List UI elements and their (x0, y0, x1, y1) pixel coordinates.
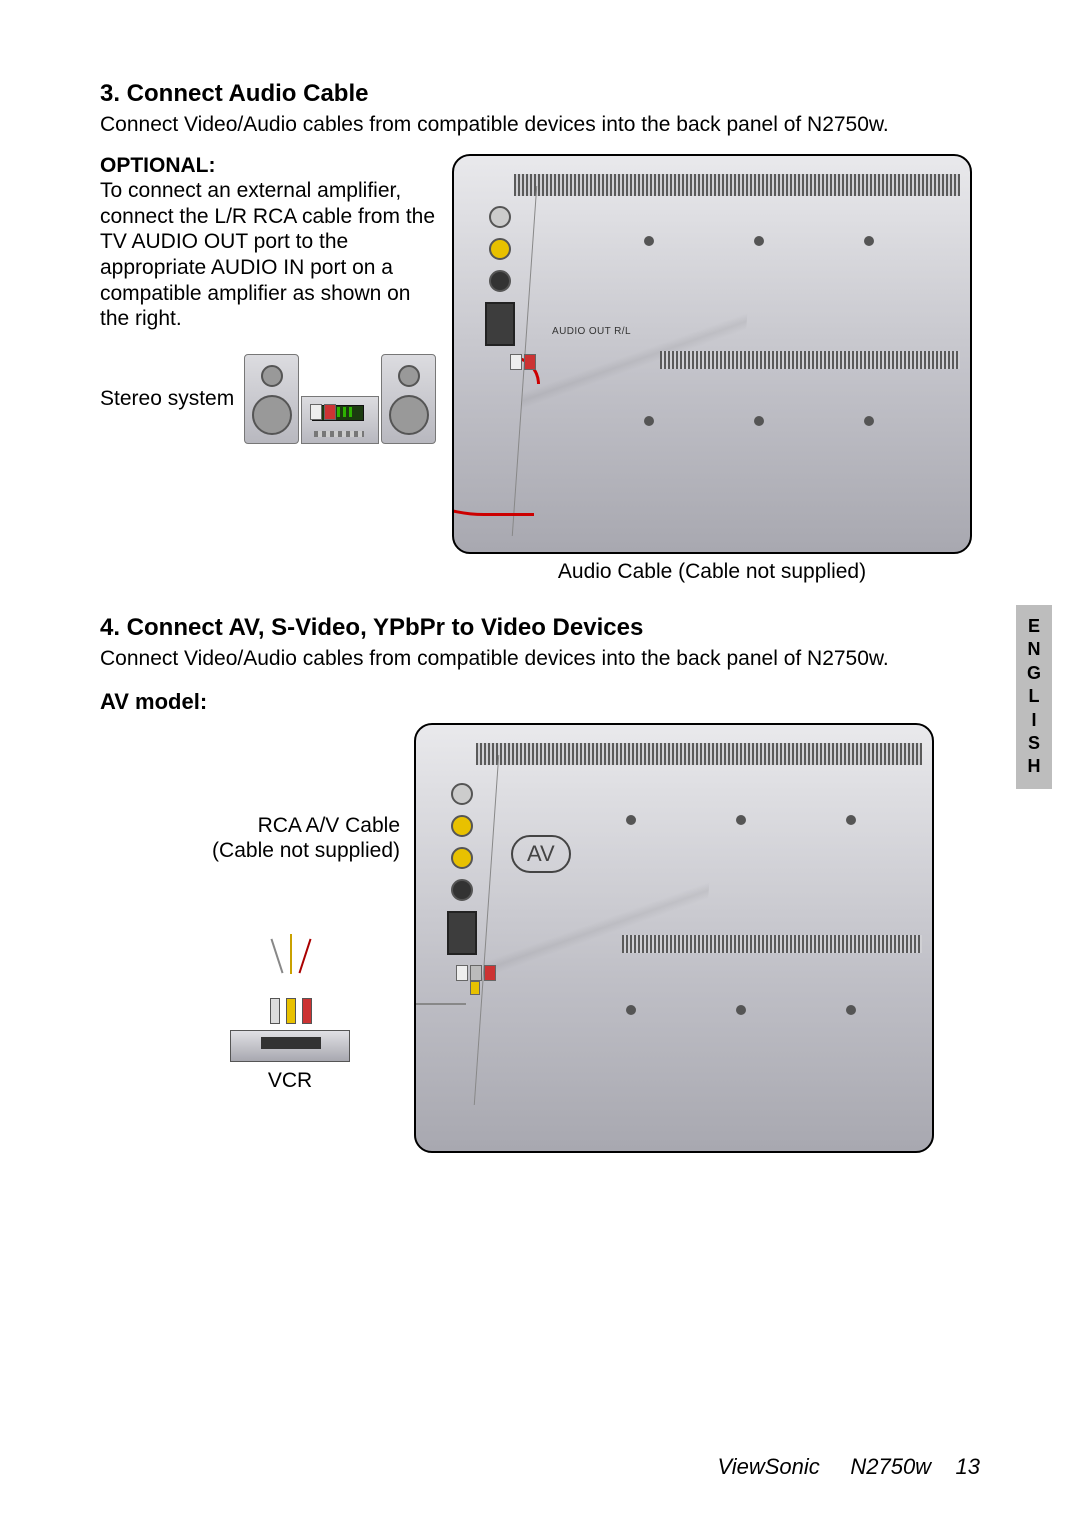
footer-model: N2750w (850, 1454, 931, 1479)
optional-desc: To connect an external amplifier, connec… (100, 178, 440, 332)
av-badge: AV (511, 835, 571, 873)
rca-cable-label-1: RCA A/V Cable (180, 813, 400, 839)
section-3: 3. Connect Audio Cable Connect Video/Aud… (100, 80, 990, 584)
rca-plug-white-to-amp-icon (310, 404, 320, 430)
tv-back-illustration-1: AUDIO OUT R/L Audio Cable (Cable not sup… (452, 154, 972, 584)
rca-fan-icon (230, 974, 350, 1024)
stereo-system-illustration (244, 354, 436, 444)
rca-plug-av-yellow-icon (470, 965, 480, 991)
audio-cable-caption: Audio Cable (Cable not supplied) (452, 560, 972, 584)
page-footer: ViewSonic N2750w 13 (717, 1454, 980, 1480)
section-3-body: Connect Video/Audio cables from compatib… (100, 112, 990, 138)
lang-letter: I (1016, 709, 1052, 732)
av-block: RCA A/V Cable (Cable not supplied) VCR (180, 723, 990, 1153)
section-4-body: Connect Video/Audio cables from compatib… (100, 646, 990, 672)
stereo-row: Stereo system (100, 354, 440, 444)
footer-page: 13 (956, 1454, 980, 1479)
section-4: 4. Connect AV, S-Video, YPbPr to Video D… (100, 614, 990, 1152)
lang-letter: H (1016, 755, 1052, 778)
optional-block: OPTIONAL: To connect an external amplifi… (100, 154, 990, 584)
speaker-right-icon (381, 354, 436, 444)
stereo-label: Stereo system (100, 387, 234, 411)
vcr-wrap: VCR (180, 974, 400, 1094)
optional-text-col: OPTIONAL: To connect an external amplifi… (100, 154, 440, 444)
rca-plug-red-icon (524, 354, 534, 380)
vcr-label: VCR (268, 1068, 312, 1094)
vcr-icon (230, 1030, 350, 1062)
lang-letter: L (1016, 685, 1052, 708)
lang-letter: N (1016, 638, 1052, 661)
tv-audio-out-label: AUDIO OUT R/L (552, 326, 631, 337)
section-4-title: 4. Connect AV, S-Video, YPbPr to Video D… (100, 614, 990, 642)
tv-port-column (480, 206, 520, 346)
rca-plug-white-icon (510, 354, 520, 380)
section-3-title: 3. Connect Audio Cable (100, 80, 990, 108)
lang-letter: E (1016, 615, 1052, 638)
optional-label: OPTIONAL: (100, 154, 440, 178)
lang-letter: S (1016, 732, 1052, 755)
language-tab: E N G L I S H (1016, 605, 1052, 789)
footer-brand: ViewSonic (717, 1454, 819, 1479)
tv-back-illustration-2: AV (414, 723, 934, 1153)
rca-plug-av-red-icon (484, 965, 494, 991)
lang-letter: G (1016, 662, 1052, 685)
rca-cable-label-2: (Cable not supplied) (180, 838, 400, 864)
av-yellow-port-icon (451, 815, 473, 837)
av-model-sub: AV model: (100, 689, 990, 715)
av-left-col: RCA A/V Cable (Cable not supplied) VCR (180, 723, 400, 1094)
speaker-left-icon (244, 354, 299, 444)
rca-plug-red-to-amp-icon (324, 404, 334, 430)
